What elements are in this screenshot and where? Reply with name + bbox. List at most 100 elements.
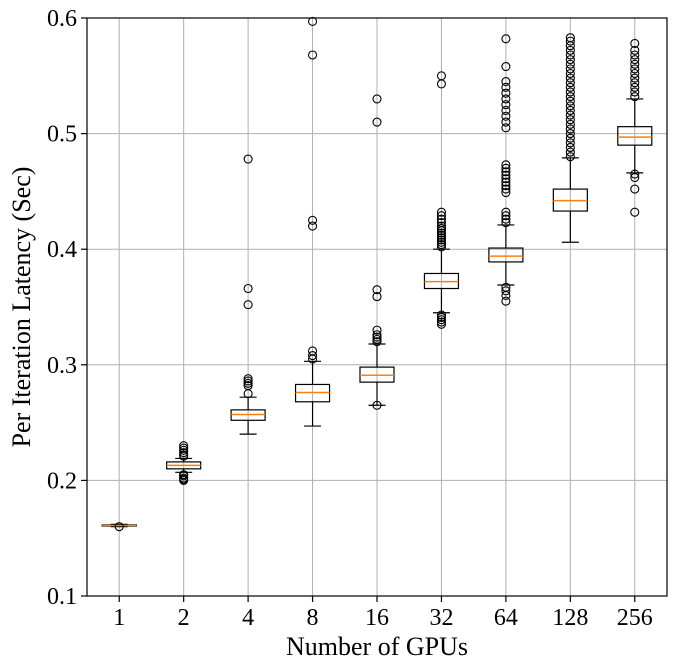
- outlier-point: [243, 300, 253, 310]
- outlier-point: [308, 351, 318, 361]
- outlier-point: [630, 82, 640, 92]
- outlier-point: [243, 374, 253, 384]
- y-tick-label: 0.5: [47, 122, 77, 148]
- outlier-point: [630, 59, 640, 69]
- outlier-point: [372, 337, 382, 347]
- outlier-point: [565, 133, 575, 143]
- box-group-128: [552, 33, 588, 243]
- outlier-point: [630, 68, 640, 79]
- outlier-point: [501, 94, 511, 104]
- outlier-point: [565, 59, 575, 69]
- y-tick-label: 0.2: [47, 468, 77, 494]
- outlier-point: [179, 445, 189, 455]
- outlier-point: [565, 110, 575, 120]
- outlier-point: [372, 400, 382, 410]
- outlier-point: [243, 376, 253, 386]
- outlier-point: [565, 73, 575, 83]
- x-tick-label: 64: [494, 605, 518, 631]
- outlier-point: [114, 522, 124, 532]
- outlier-point: [372, 117, 382, 127]
- outlier-point: [436, 315, 446, 325]
- box-iqr: [617, 126, 653, 146]
- outlier-point: [630, 73, 640, 83]
- outlier-point: [243, 154, 253, 164]
- outlier-point: [436, 230, 446, 240]
- outlier-point: [565, 82, 575, 92]
- outlier-point: [179, 470, 189, 480]
- outlier-point: [501, 62, 511, 72]
- outlier-point: [501, 282, 511, 292]
- y-tick-label: 0.3: [47, 353, 77, 379]
- outlier-point: [501, 296, 511, 306]
- box-group-16: [359, 94, 395, 410]
- outlier-point: [179, 473, 189, 483]
- outlier-point: [436, 233, 446, 243]
- outlier-point: [372, 292, 382, 302]
- outlier-point: [565, 68, 575, 79]
- outlier-point: [501, 207, 511, 217]
- outlier-point: [501, 174, 511, 184]
- outlier-point: [630, 78, 640, 88]
- outlier-point: [436, 228, 446, 238]
- outlier-point: [501, 167, 511, 177]
- box-group-64: [488, 34, 524, 306]
- outlier-point: [436, 223, 446, 233]
- outlier-point: [630, 184, 640, 194]
- outlier-point: [308, 346, 318, 356]
- box-group-1: [101, 522, 137, 532]
- y-tick-label: 0.4: [47, 237, 77, 263]
- box-group-4: [230, 154, 266, 435]
- outlier-point: [565, 129, 575, 139]
- outlier-point: [565, 36, 575, 46]
- outlier-point: [501, 82, 511, 92]
- outlier-point: [436, 240, 446, 250]
- outlier-point: [436, 310, 446, 320]
- outlier-point: [179, 450, 189, 460]
- y-tick-label: 0.6: [47, 6, 77, 32]
- outlier-point: [565, 78, 575, 88]
- outlier-point: [372, 330, 382, 340]
- y-tick-label: 0.1: [47, 584, 77, 610]
- outlier-point: [501, 218, 511, 228]
- box-group-2: [166, 441, 202, 485]
- outlier-point: [372, 285, 382, 295]
- outlier-point: [630, 172, 640, 183]
- outlier-point: [436, 214, 446, 224]
- box-group-8: [294, 16, 331, 427]
- x-axis-label: Number of GPUs: [286, 632, 468, 661]
- x-tick-label: 8: [307, 605, 319, 631]
- outlier-point: [501, 105, 511, 116]
- outlier-point: [565, 50, 575, 60]
- outlier-point: [436, 317, 446, 327]
- outlier-point: [501, 184, 511, 194]
- outlier-point: [501, 100, 511, 110]
- box-group-256: [617, 38, 653, 217]
- outlier-point: [565, 142, 575, 153]
- outlier-point: [501, 111, 511, 121]
- outlier-point: [436, 319, 446, 329]
- outlier-point: [179, 441, 189, 451]
- outlier-point: [501, 34, 511, 44]
- plot-area: [101, 16, 653, 532]
- outlier-point: [372, 332, 382, 342]
- outlier-point: [501, 77, 511, 87]
- outlier-point: [565, 101, 575, 111]
- box-iqr: [488, 247, 524, 263]
- outlier-point: [308, 221, 318, 231]
- outlier-point: [179, 448, 189, 458]
- outlier-point: [565, 105, 575, 116]
- outlier-point: [308, 215, 318, 225]
- outlier-point: [501, 117, 511, 127]
- outlier-point: [630, 207, 640, 217]
- outlier-point: [565, 138, 575, 148]
- outlier-point: [436, 211, 446, 221]
- outlier-point: [501, 123, 511, 133]
- x-tick-label: 2: [178, 605, 190, 631]
- x-tick-label: 16: [365, 605, 389, 631]
- outlier-point: [630, 169, 640, 179]
- grid-lines: [87, 17, 667, 597]
- axes: 0.1 0.2 0.3 0.4 0.5 0.6 1 2 4 8 16 32 64 128 256: [47, 6, 653, 631]
- outlier-point: [372, 325, 382, 335]
- outlier-point: [630, 45, 640, 55]
